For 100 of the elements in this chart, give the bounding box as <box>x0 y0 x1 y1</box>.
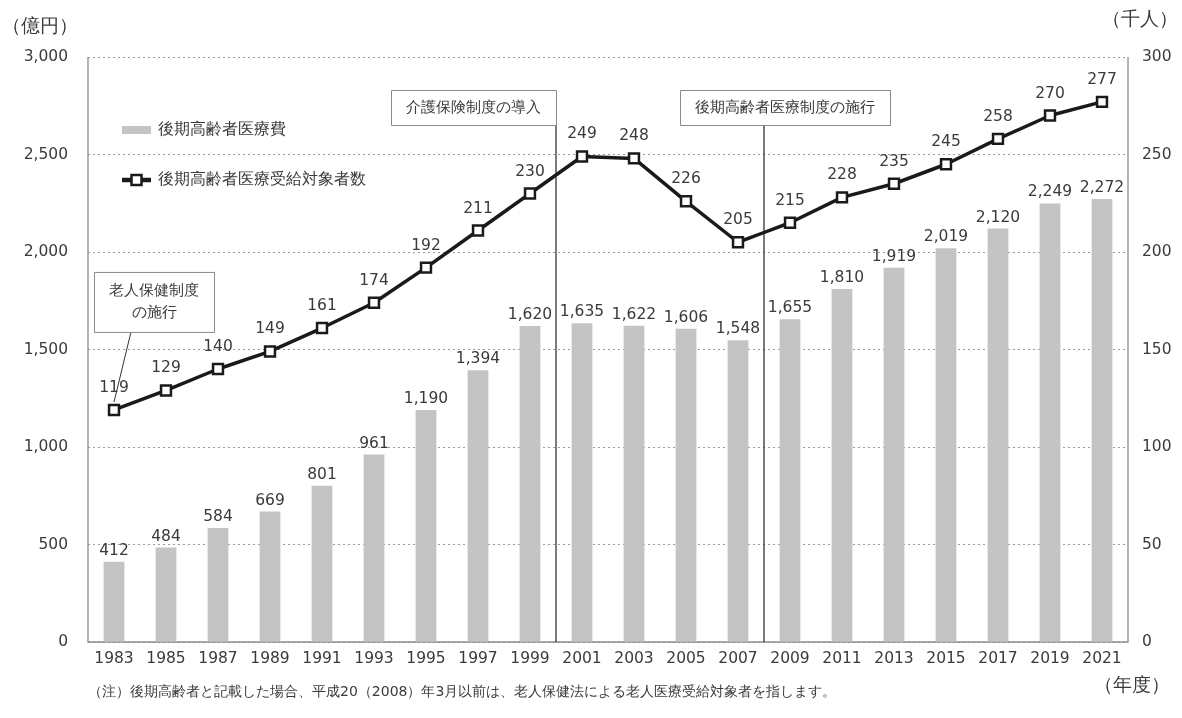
x-tick-label: 2017 <box>978 649 1018 668</box>
bar <box>623 325 645 642</box>
data-label: 1,810 <box>819 268 865 287</box>
x-tick-label: 2015 <box>926 649 966 668</box>
point <box>783 216 797 229</box>
data-label: 1,190 <box>403 388 449 407</box>
x-tick-label: 2011 <box>822 649 862 668</box>
y2-tick-label: 0 <box>1142 632 1152 651</box>
x-tick-label: 2005 <box>666 649 706 668</box>
data-label: 801 <box>307 464 337 483</box>
y2-tick-label: 50 <box>1142 534 1162 553</box>
ref-line-label: 介護保険制度の導入 <box>406 98 541 117</box>
legend-label: 後期高齢者医療受給対象者数 <box>158 170 366 189</box>
bar <box>519 326 541 642</box>
bar <box>363 454 385 642</box>
data-label: 249 <box>567 124 597 143</box>
x-tick-label: 1987 <box>198 649 238 668</box>
point <box>523 187 537 200</box>
data-label: 258 <box>983 106 1013 125</box>
data-label: 192 <box>411 235 441 254</box>
bar <box>103 561 125 642</box>
data-label: 119 <box>99 377 129 396</box>
bar <box>727 340 749 642</box>
x-tick-label: 2009 <box>770 649 810 668</box>
x-tick-label: 1999 <box>510 649 550 668</box>
data-label: 1,622 <box>611 304 657 323</box>
data-label: 277 <box>1087 69 1117 88</box>
x-tick-label: 1989 <box>250 649 290 668</box>
bar <box>259 511 281 642</box>
data-label: 129 <box>151 358 181 377</box>
x-tick-label: 2013 <box>874 649 914 668</box>
y2-tick-label: 300 <box>1142 47 1172 66</box>
bar <box>571 323 593 642</box>
data-label: 2,019 <box>923 227 969 246</box>
data-label: 1,394 <box>455 349 501 368</box>
point <box>107 403 121 417</box>
data-label: 2,120 <box>975 207 1021 226</box>
point <box>575 150 589 163</box>
x-tick-label: 2007 <box>718 649 758 668</box>
data-label: 2,249 <box>1027 182 1073 201</box>
y-tick-label: 1,500 <box>23 339 68 358</box>
x-tick-label: 1985 <box>146 649 186 668</box>
y-tick-label: 3,000 <box>23 47 68 66</box>
x-tick-label: 1995 <box>406 649 446 668</box>
data-label: 1,548 <box>715 319 761 338</box>
y2-tick-label: 250 <box>1142 144 1172 163</box>
data-label: 228 <box>827 165 857 184</box>
x-tick-label: 1983 <box>94 649 134 668</box>
y-tick-label: 0 <box>58 632 68 651</box>
point <box>367 296 381 309</box>
point <box>991 132 1005 146</box>
point <box>627 152 641 165</box>
data-label: 412 <box>99 540 129 559</box>
y-tick-label: 2,500 <box>23 144 68 163</box>
data-label: 961 <box>359 433 389 452</box>
point <box>159 384 173 397</box>
x-axis-title: （年度） <box>1094 672 1170 695</box>
point <box>835 191 849 204</box>
data-label: 2,272 <box>1079 177 1125 196</box>
data-label: 226 <box>671 169 701 188</box>
y2-tick-label: 200 <box>1142 242 1172 261</box>
data-label: 205 <box>723 210 753 229</box>
y2-tick-label: 150 <box>1142 339 1172 358</box>
data-label: 1,606 <box>663 307 709 326</box>
point <box>419 261 433 274</box>
data-label: 584 <box>203 507 233 526</box>
point <box>315 321 329 335</box>
y-tick-label: 500 <box>38 534 68 553</box>
data-label: 669 <box>255 490 285 509</box>
data-label: 149 <box>255 319 285 338</box>
bar <box>779 319 801 642</box>
bar <box>1039 203 1061 642</box>
point <box>1043 109 1057 122</box>
x-tick-label: 2003 <box>614 649 654 668</box>
bar <box>935 248 957 642</box>
data-label: 235 <box>879 151 909 170</box>
data-label: 161 <box>307 296 337 315</box>
annotation: 老人保健制度の施行 <box>109 280 199 321</box>
x-tick-label: 1991 <box>302 649 342 668</box>
data-label: 248 <box>619 126 649 145</box>
bar <box>207 528 229 642</box>
y-tick-label: 2,000 <box>23 242 68 261</box>
bar <box>311 485 333 642</box>
legend-label: 後期高齢者医療費 <box>158 120 286 139</box>
x-tick-label: 2019 <box>1030 649 1070 668</box>
data-label: 245 <box>931 132 961 151</box>
data-label: 1,655 <box>767 298 813 317</box>
y2-axis-title: （千人） <box>1102 6 1178 29</box>
x-tick-label: 1997 <box>458 649 498 668</box>
point <box>211 362 225 376</box>
x-tick-label: 2001 <box>562 649 602 668</box>
data-label: 174 <box>359 270 389 289</box>
bar <box>883 267 905 642</box>
y-tick-label: 1,000 <box>23 437 68 456</box>
bar <box>987 228 1009 642</box>
bar <box>467 370 489 642</box>
point <box>471 224 485 237</box>
bar <box>155 547 177 642</box>
point <box>731 236 745 249</box>
bar <box>675 328 697 642</box>
